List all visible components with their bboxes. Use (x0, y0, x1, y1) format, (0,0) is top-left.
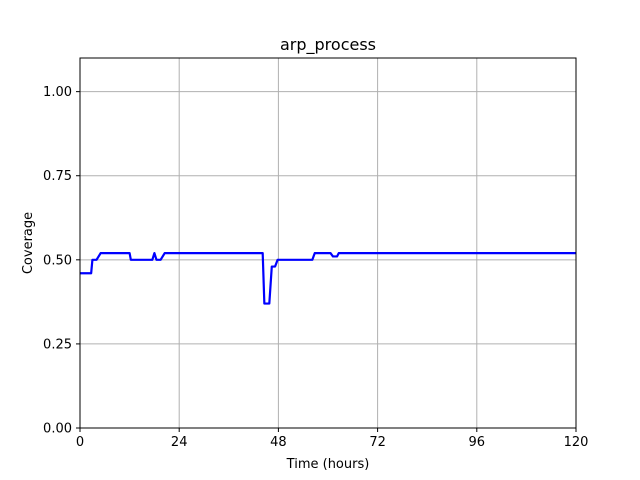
x-tick-label: 0 (76, 435, 84, 450)
y-tick-label: 0.50 (43, 253, 72, 268)
y-axis-label: Coverage (21, 212, 36, 274)
plot-frame (79, 57, 577, 429)
y-axis-ticks: 0.00 0.25 0.50 0.75 1.00 (43, 85, 80, 437)
x-tick-label: 96 (469, 435, 486, 450)
x-tick-label: 72 (369, 435, 386, 450)
x-tick-label: 120 (564, 435, 589, 450)
y-tick-label: 1.00 (43, 85, 72, 100)
y-tick-label: 0.25 (43, 337, 72, 352)
y-tick-label: 0.75 (43, 169, 72, 184)
x-axis-label: Time (hours) (286, 457, 370, 472)
x-tick-label: 48 (270, 435, 287, 450)
chart-title: arp_process (280, 35, 376, 55)
x-tick-label: 24 (171, 435, 188, 450)
y-tick-label: 0.00 (43, 422, 72, 437)
series-layer (80, 251, 576, 305)
x-axis-ticks: 0 24 48 72 96 120 (76, 428, 589, 450)
series-line (80, 251, 576, 305)
